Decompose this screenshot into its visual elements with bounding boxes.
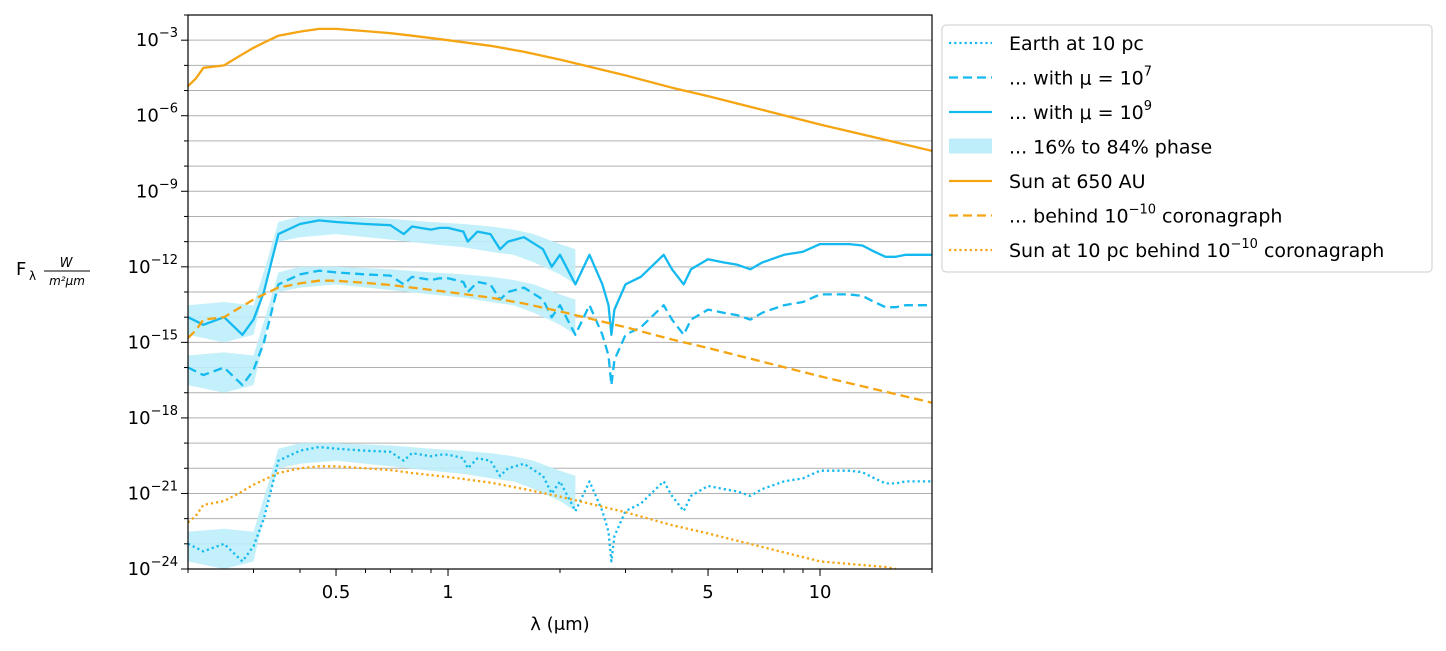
legend-label-earth_mu9: ... with μ = 109 bbox=[1009, 99, 1152, 124]
y-tick-label: 10−15 bbox=[128, 328, 178, 353]
line-sun_650au bbox=[188, 27, 932, 153]
x-tick-label: 0.5 bbox=[322, 582, 351, 603]
y-label-frac-num: W bbox=[60, 256, 74, 271]
y-tick-label: 10−12 bbox=[128, 253, 178, 278]
x-axis-label: λ (μm) bbox=[530, 614, 589, 635]
y-tick-label: 10−24 bbox=[128, 555, 178, 580]
phase-bands bbox=[188, 216, 576, 569]
legend: Earth at 10 pc ... with μ = 107 ... with μ… bbox=[941, 24, 1433, 273]
legend-label-earth_10pc: Earth at 10 pc bbox=[1009, 33, 1144, 55]
y-tick-label: 10−18 bbox=[128, 404, 178, 429]
line-earth_mu9 bbox=[188, 219, 932, 336]
legend-box bbox=[941, 24, 1433, 273]
band-phase_band_mu7 bbox=[188, 266, 576, 393]
band-phase_band_10pc bbox=[188, 443, 576, 569]
y-label-frac-den: m²μm bbox=[49, 274, 85, 288]
line-earth_10pc bbox=[188, 445, 932, 563]
y-tick-label: 10−21 bbox=[128, 479, 178, 504]
x-axis-ticks: 0.5 1 5 10 bbox=[187, 569, 933, 603]
legend-label-sun_behind: ... behind 10−10 coronagraph bbox=[1009, 203, 1282, 228]
x-tick-label: 1 bbox=[442, 582, 453, 603]
series-lines bbox=[188, 27, 932, 569]
y-label-sub: λ bbox=[29, 269, 36, 283]
line-earth_mu7 bbox=[188, 269, 932, 387]
y-tick-label: 10−3 bbox=[136, 26, 178, 51]
y-label-main: F bbox=[16, 259, 26, 280]
y-tick-label: 10−6 bbox=[136, 102, 178, 127]
legend-label-sun_10pc: Sun at 10 pc behind 10−10 coronagraph bbox=[1009, 237, 1384, 262]
line-sun_10pc bbox=[188, 465, 897, 569]
legend-label-sun_650au: Sun at 650 AU bbox=[1009, 171, 1146, 193]
legend-label-earth_mu7: ... with μ = 107 bbox=[1009, 65, 1152, 90]
y-axis-label: F λ W m²μm bbox=[16, 256, 90, 288]
band-phase_band bbox=[188, 216, 576, 343]
y-axis-ticks: 10−3 10−6 10−9 10−12 10−15 10−18 10−21 10−24 bbox=[128, 14, 188, 580]
line-sun_behind bbox=[188, 279, 932, 404]
y-tick-label: 10−9 bbox=[136, 177, 178, 202]
legend-swatch-phase_band bbox=[949, 138, 992, 154]
legend-label-phase_band: ... 16% to 84% phase bbox=[1009, 137, 1212, 159]
x-tick-label: 10 bbox=[809, 582, 832, 603]
x-tick-label: 5 bbox=[702, 582, 713, 603]
